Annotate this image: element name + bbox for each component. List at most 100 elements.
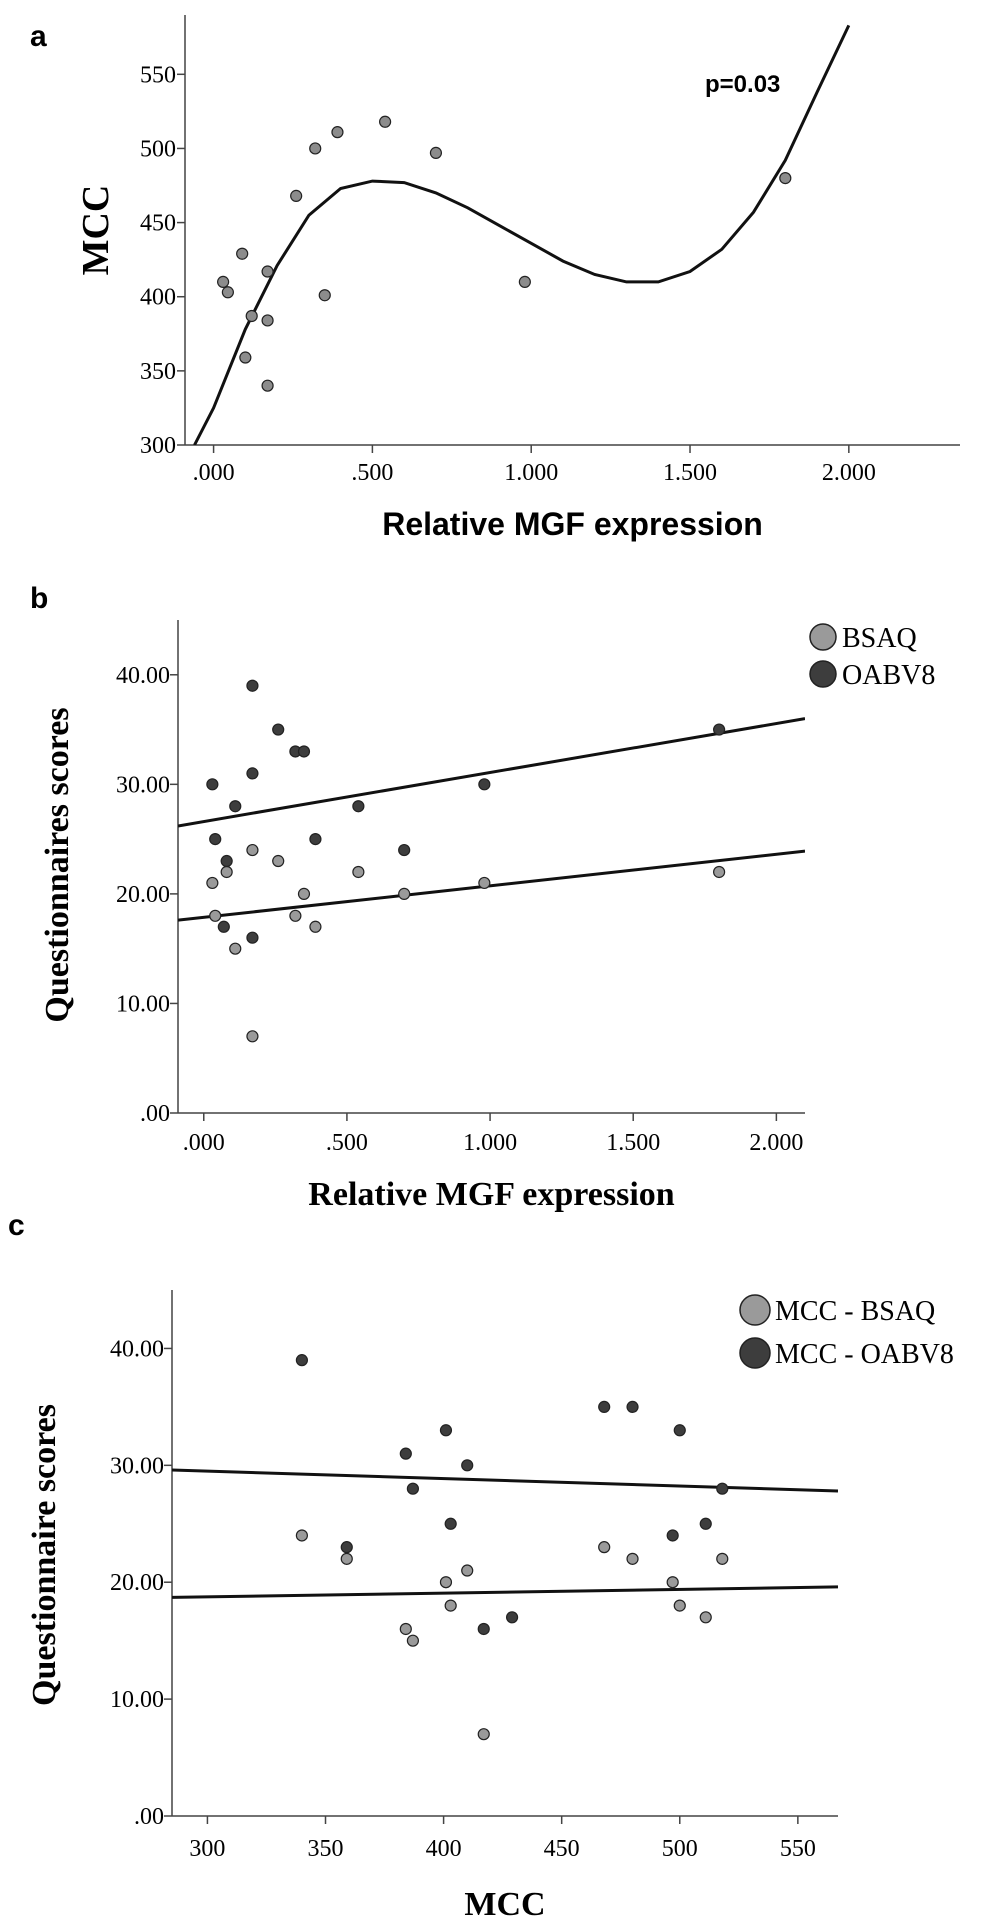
data-point [673, 1599, 686, 1612]
plot-area [193, 24, 851, 445]
panel-letter: c [8, 1209, 25, 1242]
x-tick-label: 550 [780, 1836, 816, 1862]
y-axis-label: Questionnaires scores [39, 707, 76, 1022]
panel-a: a .000 .500 1.000 1.500 2.000 300 350 400 450 500 5… [30, 15, 960, 542]
data-point [295, 1529, 308, 1542]
data-point [598, 1400, 611, 1413]
data-point [505, 1611, 519, 1624]
data-point [406, 1634, 419, 1647]
y-tick-label: 400 [140, 285, 176, 311]
data-point [478, 778, 491, 791]
data-point [716, 1552, 729, 1565]
data-point [318, 289, 331, 302]
data-point [699, 1611, 712, 1624]
y-tick-label: .00 [140, 1101, 170, 1127]
legend-marker [809, 623, 837, 651]
y-tick-label: 350 [140, 359, 176, 385]
legend-marker [739, 1294, 771, 1326]
panel-letter: a [30, 20, 47, 53]
data-point [246, 931, 259, 944]
fit-curve [193, 24, 851, 445]
data-point [406, 1482, 419, 1495]
data-point [290, 189, 303, 202]
y-tick-label: 40.00 [116, 663, 170, 689]
fit-line-mcc-oabv8 [172, 1468, 838, 1493]
legend-label: MCC - BSAQ [775, 1296, 935, 1327]
data-point [398, 843, 411, 857]
data-point [220, 865, 233, 879]
panel-letter: b [30, 582, 48, 615]
panel-c: c 300 350 400 450 500 550 .00 10.00 20.00 30.00 40.… [8, 1209, 954, 1923]
data-point [246, 1030, 259, 1043]
data-point [477, 1622, 490, 1636]
x-tick-label: .500 [326, 1130, 368, 1156]
y-axis-label: Questionnaire scores [26, 1404, 63, 1706]
data-point [272, 854, 285, 868]
y-tick-label: 450 [140, 211, 176, 237]
data-point [221, 286, 234, 299]
data-point [699, 1517, 712, 1530]
data-point [518, 275, 531, 288]
data-point [289, 909, 302, 922]
data-point [239, 351, 252, 364]
data-point [236, 247, 249, 260]
fit-line-mcc-bsaq [172, 1585, 838, 1599]
data-point [477, 1728, 490, 1741]
panel-b: b .000 .500 1.000 1.500 2.000 .00 10.00 20.00 30.… [30, 582, 935, 1213]
data-point [779, 172, 792, 185]
data-point [297, 745, 311, 758]
x-tick-label: 2.000 [822, 460, 876, 486]
data-point [626, 1552, 639, 1565]
x-tick-label: .500 [351, 460, 393, 486]
data-point [598, 1541, 611, 1554]
data-point [461, 1564, 474, 1577]
data-point [444, 1599, 457, 1612]
data-point [666, 1529, 679, 1542]
fit-line-oabv8 [178, 717, 805, 828]
data-point [439, 1424, 453, 1437]
y-tick-label: 550 [140, 62, 176, 88]
data-point [478, 876, 491, 890]
data-point [245, 309, 258, 323]
data-point [309, 833, 322, 846]
data-point [261, 314, 274, 327]
y-tick-label: 10.00 [110, 1687, 164, 1713]
data-point [295, 1354, 308, 1367]
data-point [206, 778, 219, 791]
x-axis-label: Relative MGF expression [382, 506, 763, 542]
x-tick-label: 1.500 [606, 1130, 660, 1156]
data-point [439, 1576, 453, 1589]
x-tick-label: 400 [426, 1836, 462, 1862]
data-point [352, 800, 365, 813]
legend: MCC - BSAQ MCC - OABV8 [739, 1294, 954, 1370]
plot-area [178, 679, 805, 1043]
data-point [352, 865, 365, 879]
data-point [399, 1622, 412, 1636]
data-point [461, 1459, 474, 1472]
data-point [209, 833, 222, 846]
data-point [297, 887, 311, 900]
x-tick-label: 350 [308, 1836, 344, 1862]
legend-marker [809, 660, 837, 688]
data-point [246, 767, 259, 780]
data-point [309, 920, 322, 933]
data-point [220, 854, 233, 868]
y-tick-label: 500 [140, 136, 176, 162]
x-tick-label: 2.000 [749, 1130, 803, 1156]
x-axis-label: MCC [464, 1886, 545, 1923]
x-tick-label: 450 [544, 1836, 580, 1862]
y-tick-label: .00 [134, 1804, 164, 1830]
data-point [217, 920, 230, 933]
y-tick-label: 30.00 [116, 772, 170, 798]
data-point [309, 142, 322, 155]
data-point [272, 723, 285, 736]
data-point [340, 1541, 353, 1554]
data-point [217, 275, 230, 288]
x-tick-label: 300 [189, 1836, 225, 1862]
x-tick-label: 1.000 [504, 460, 558, 486]
y-tick-label: 20.00 [116, 882, 170, 908]
data-point [716, 1482, 729, 1495]
x-tick-label: 500 [662, 1836, 698, 1862]
data-point [206, 876, 219, 890]
